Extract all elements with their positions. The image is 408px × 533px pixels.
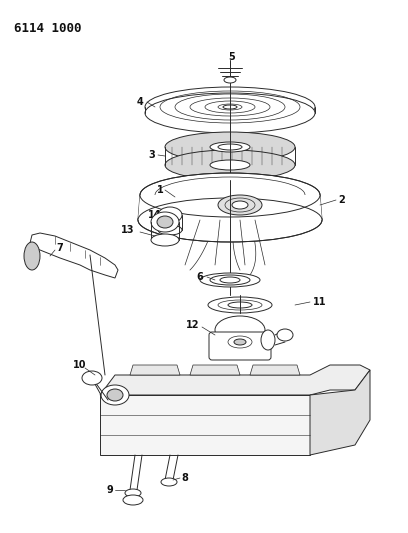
Ellipse shape: [223, 105, 237, 109]
Ellipse shape: [158, 225, 182, 235]
Ellipse shape: [200, 273, 260, 287]
Polygon shape: [190, 365, 240, 375]
Ellipse shape: [210, 160, 250, 170]
Polygon shape: [130, 365, 180, 375]
Text: 12: 12: [186, 320, 200, 330]
Ellipse shape: [158, 207, 182, 223]
Ellipse shape: [215, 316, 265, 344]
Text: 13: 13: [121, 225, 135, 235]
Text: 2: 2: [339, 195, 346, 205]
Ellipse shape: [161, 478, 177, 486]
Ellipse shape: [125, 489, 141, 497]
Text: 8: 8: [182, 473, 188, 483]
Ellipse shape: [165, 150, 295, 180]
Ellipse shape: [24, 242, 40, 270]
Ellipse shape: [123, 495, 143, 505]
Polygon shape: [100, 365, 370, 395]
Polygon shape: [30, 233, 118, 278]
Text: 6: 6: [197, 272, 203, 282]
Ellipse shape: [82, 371, 102, 385]
Ellipse shape: [210, 275, 250, 285]
Ellipse shape: [232, 201, 248, 209]
Ellipse shape: [234, 339, 246, 345]
Polygon shape: [100, 395, 310, 455]
Ellipse shape: [165, 132, 295, 162]
Ellipse shape: [145, 93, 315, 133]
Text: 5: 5: [228, 52, 235, 62]
Ellipse shape: [208, 297, 272, 313]
Polygon shape: [138, 195, 322, 220]
Ellipse shape: [151, 212, 179, 232]
Ellipse shape: [107, 389, 123, 401]
Ellipse shape: [151, 234, 179, 246]
Ellipse shape: [157, 216, 173, 228]
Text: 11: 11: [313, 297, 327, 307]
Text: 9: 9: [106, 485, 113, 495]
FancyBboxPatch shape: [209, 332, 271, 360]
Text: 14: 14: [148, 210, 162, 220]
Text: 7: 7: [57, 243, 63, 253]
Ellipse shape: [261, 330, 275, 350]
Ellipse shape: [140, 173, 320, 217]
Ellipse shape: [218, 195, 262, 215]
Text: 3: 3: [149, 150, 155, 160]
Ellipse shape: [101, 385, 129, 405]
Ellipse shape: [218, 144, 242, 150]
Ellipse shape: [145, 87, 315, 127]
Ellipse shape: [210, 142, 250, 152]
Ellipse shape: [228, 302, 252, 308]
Ellipse shape: [220, 277, 240, 283]
Ellipse shape: [224, 77, 236, 83]
Text: 1: 1: [157, 185, 163, 195]
Text: 10: 10: [73, 360, 87, 370]
Text: 4: 4: [137, 97, 143, 107]
Ellipse shape: [277, 329, 293, 341]
Ellipse shape: [138, 198, 322, 242]
Text: 6114 1000: 6114 1000: [14, 22, 82, 35]
Polygon shape: [310, 370, 370, 455]
Polygon shape: [250, 365, 300, 375]
